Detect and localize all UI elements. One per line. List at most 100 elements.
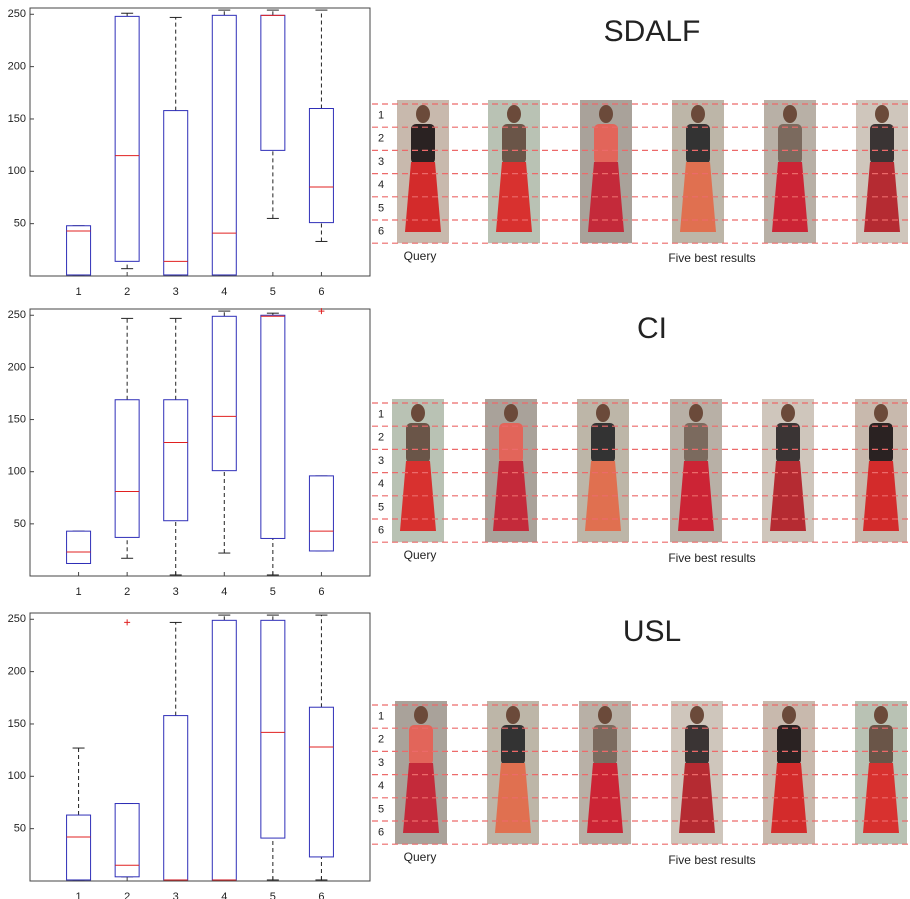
head — [690, 706, 704, 724]
person-image — [577, 399, 629, 542]
torso — [869, 423, 893, 463]
person-image — [672, 100, 724, 243]
gallery-title: SDALF — [604, 15, 701, 48]
box — [115, 16, 139, 261]
results-label: Five best results — [668, 853, 755, 867]
head — [414, 706, 428, 724]
x-tick-label: 4 — [221, 586, 227, 598]
y-tick-label: 250 — [8, 8, 26, 20]
x-tick-label: 4 — [221, 286, 227, 298]
stripe-label: 3 — [378, 757, 384, 769]
head — [411, 404, 425, 422]
results-label: Five best results — [668, 551, 755, 565]
head — [689, 404, 703, 422]
y-tick-label: 150 — [8, 413, 26, 425]
torso — [777, 725, 801, 765]
person-image — [763, 701, 815, 844]
figure: 50100150200250123456SDALF123456QueryFive… — [0, 0, 910, 899]
head — [691, 105, 705, 123]
box-plot — [261, 10, 285, 218]
gallery-title: USL — [623, 615, 681, 648]
stripe-label: 2 — [378, 432, 384, 444]
head — [783, 105, 797, 123]
head — [875, 105, 889, 123]
torso — [501, 725, 525, 765]
stripe-label: 4 — [378, 780, 384, 792]
box-plot — [115, 13, 139, 268]
head — [416, 105, 430, 123]
y-tick-label: 50 — [14, 823, 26, 835]
x-tick-label: 1 — [76, 586, 82, 598]
x-tick-label: 2 — [124, 891, 130, 899]
x-tick-label: 6 — [318, 586, 324, 598]
stripe-label: 6 — [378, 226, 384, 238]
head — [506, 706, 520, 724]
x-tick-label: 5 — [270, 891, 276, 899]
x-tick-label: 2 — [124, 286, 130, 298]
y-tick-label: 150 — [8, 113, 26, 125]
person-image — [856, 100, 908, 243]
torso — [870, 124, 894, 164]
y-tick-label: 50 — [14, 218, 26, 230]
box — [212, 15, 236, 275]
stripe-label: 1 — [378, 110, 384, 122]
stripe-label: 6 — [378, 827, 384, 839]
head — [596, 404, 610, 422]
y-tick-label: 250 — [8, 613, 26, 625]
stripe-label: 2 — [378, 133, 384, 145]
box — [67, 226, 91, 275]
person-image — [487, 701, 539, 844]
person-image — [488, 100, 540, 243]
torso — [776, 423, 800, 463]
y-tick-label: 250 — [8, 309, 26, 321]
box-plot — [309, 308, 333, 551]
x-tick-label: 1 — [76, 286, 82, 298]
torso — [869, 725, 893, 765]
torso — [684, 423, 708, 463]
head — [507, 105, 521, 123]
box — [309, 707, 333, 857]
box-plot — [115, 619, 139, 876]
box — [67, 815, 91, 880]
box — [309, 476, 333, 551]
box — [261, 620, 285, 838]
box — [115, 804, 139, 877]
box-plot — [115, 318, 139, 558]
x-tick-label: 3 — [173, 586, 179, 598]
person-image — [397, 100, 449, 243]
page: 50100150200250123456SDALF123456QueryFive… — [0, 0, 910, 899]
person-image — [670, 399, 722, 542]
head — [599, 105, 613, 123]
box-plot — [212, 10, 236, 275]
box-plot — [261, 313, 285, 575]
head — [874, 404, 888, 422]
stripe-label: 4 — [378, 179, 384, 191]
y-tick-label: 100 — [8, 466, 26, 478]
torso — [411, 124, 435, 164]
x-tick-label: 4 — [221, 891, 227, 899]
person-image — [855, 701, 907, 844]
person-image — [392, 399, 444, 542]
person-image — [762, 399, 814, 542]
y-tick-label: 150 — [8, 718, 26, 730]
box-plot — [212, 311, 236, 553]
x-tick-label: 5 — [270, 586, 276, 598]
stripe-label: 4 — [378, 478, 384, 490]
x-tick-label: 6 — [318, 891, 324, 899]
query-label: Query — [404, 249, 437, 263]
results-label: Five best results — [668, 251, 755, 265]
stripe-label: 2 — [378, 734, 384, 746]
y-tick-label: 50 — [14, 518, 26, 530]
box-plot — [164, 17, 188, 275]
y-tick-label: 100 — [8, 165, 26, 177]
box-plot — [212, 615, 236, 880]
torso — [685, 725, 709, 765]
stripe-label: 5 — [378, 803, 384, 815]
box-plot — [67, 748, 91, 880]
y-tick-label: 100 — [8, 770, 26, 782]
torso — [409, 725, 433, 765]
person-image — [764, 100, 816, 243]
head — [782, 706, 796, 724]
query-label: Query — [404, 850, 437, 864]
person-image — [855, 399, 907, 542]
